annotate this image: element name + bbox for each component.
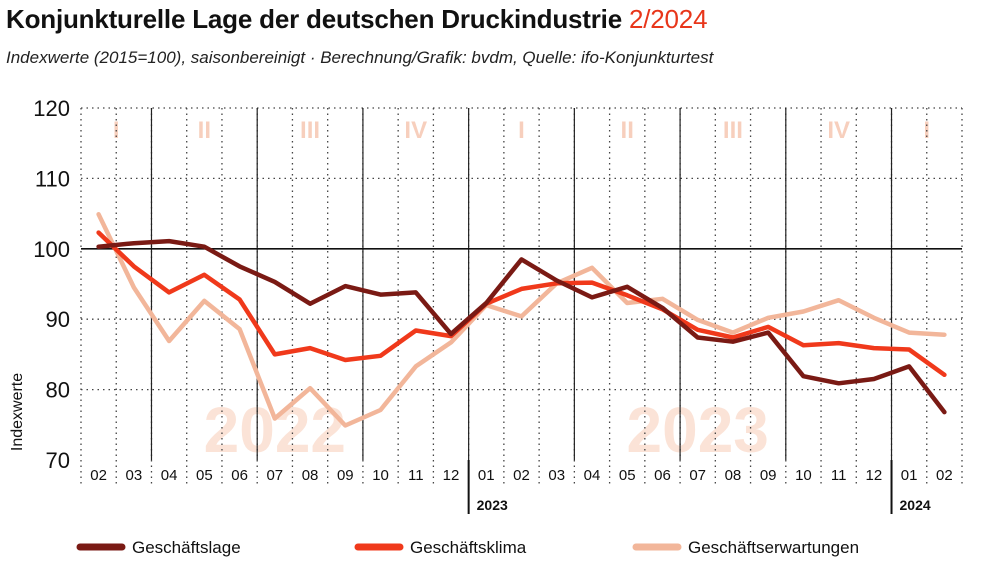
x-tick-label: 08 (725, 467, 742, 484)
watermark-year: 2022 (204, 394, 346, 466)
x-tick-label: 06 (231, 467, 248, 484)
x-tick-label: 03 (126, 467, 143, 484)
series-line-geschäftsklima (96, 230, 947, 378)
title-accent: 2/2024 (629, 4, 708, 34)
series-line-geschäftserwartungen (96, 212, 947, 428)
y-tick-label: 90 (46, 307, 70, 332)
x-tick-label: 04 (161, 467, 178, 484)
y-tick-label: 110 (35, 166, 70, 191)
legend-label: Geschäftsklima (410, 538, 527, 557)
x-tick-label: 02 (90, 467, 107, 484)
x-tick-label: 08 (302, 467, 319, 484)
x-tick-label: 10 (372, 467, 389, 484)
legend-label: Geschäftslage (132, 538, 241, 557)
x-tick-label: 04 (584, 467, 601, 484)
x-tick-label: 09 (760, 467, 777, 484)
x-tick-label: 12 (866, 467, 883, 484)
series-line-geschäftslage (96, 238, 947, 415)
x-tick-label: 01 (478, 467, 495, 484)
year-label: 2023 (477, 497, 508, 513)
x-tick-label: 01 (901, 467, 918, 484)
x-tick-label: 02 (936, 467, 953, 484)
y-tick-label: 70 (46, 448, 70, 473)
watermark-year: 2023 (627, 394, 769, 466)
x-tick-label: 12 (443, 467, 460, 484)
quarter-label: IV (404, 117, 427, 144)
x-tick-label: 11 (831, 467, 847, 484)
x-tick-label: 03 (548, 467, 565, 484)
y-axis-label: Indexwerte (9, 373, 26, 451)
year-label: 2024 (900, 497, 931, 513)
x-tick-label: 11 (408, 467, 424, 484)
quarter-label: III (723, 117, 743, 144)
y-tick-label: 100 (33, 237, 70, 262)
x-tick-label: 09 (337, 467, 354, 484)
quarter-label: I (518, 117, 525, 144)
y-tick-label: 120 (33, 96, 70, 121)
quarter-label: II (621, 117, 634, 144)
quarter-label: IV (827, 117, 850, 144)
quarter-label: III (300, 117, 320, 144)
quarter-label: II (198, 117, 211, 144)
x-tick-label: 10 (795, 467, 812, 484)
x-tick-label: 07 (266, 467, 283, 484)
x-tick-label: 05 (619, 467, 636, 484)
legend-label: Geschäftserwartungen (688, 538, 859, 557)
x-tick-label: 07 (689, 467, 706, 484)
title-text: Konjunkturelle Lage der deutschen Drucki… (6, 4, 622, 34)
y-tick-label: 80 (46, 378, 70, 403)
x-tick-label: 06 (654, 467, 671, 484)
chart-title: Konjunkturelle Lage der deutschen Drucki… (6, 4, 708, 35)
chart-subtitle: Indexwerte (2015=100), saisonbereinigt ·… (6, 48, 714, 67)
x-tick-label: 05 (196, 467, 213, 484)
x-tick-label: 02 (513, 467, 530, 484)
